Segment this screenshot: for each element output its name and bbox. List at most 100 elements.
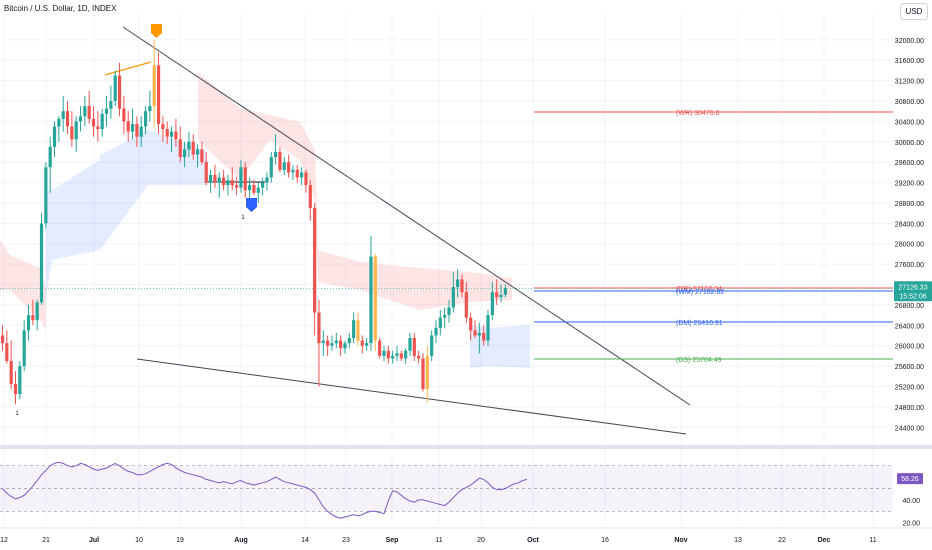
candle <box>135 116 139 147</box>
candle-body <box>70 126 74 140</box>
last-price-value: 27126.33 <box>898 284 927 291</box>
candle-body <box>434 327 438 336</box>
candle <box>321 330 325 356</box>
price-tick-label: 28400.00 <box>895 221 924 228</box>
candle-body <box>22 330 26 367</box>
candle <box>503 284 507 298</box>
candle <box>443 307 447 328</box>
price-tick-label: 30800.00 <box>895 99 924 106</box>
candle <box>360 335 364 354</box>
candle-body <box>477 332 481 336</box>
candle <box>156 52 161 135</box>
candle <box>391 350 395 364</box>
candle <box>217 172 221 198</box>
candle-body <box>0 335 5 344</box>
candle-body <box>87 106 91 119</box>
level-label: (DR) 27162.34 <box>676 286 722 293</box>
candle <box>96 111 100 142</box>
time-tick-label: 23 <box>342 537 350 544</box>
candle <box>417 350 421 364</box>
candle <box>482 325 486 346</box>
candle <box>104 95 109 127</box>
candle-body <box>313 208 317 313</box>
price-tick-label: 29600.00 <box>895 160 924 167</box>
price-tick-label: 30400.00 <box>895 119 924 126</box>
candle-body <box>443 315 447 318</box>
candle-body <box>269 157 273 178</box>
candle-body <box>482 332 486 341</box>
candle-body <box>278 151 282 170</box>
candle <box>300 167 304 186</box>
candle-body <box>343 343 347 349</box>
candle <box>326 335 330 356</box>
candle <box>334 332 338 349</box>
candle <box>343 340 347 354</box>
candle-body <box>243 167 247 191</box>
candle <box>256 182 260 203</box>
candle-body <box>356 320 360 341</box>
price-tick-label: 24400.00 <box>895 425 924 432</box>
candle <box>447 299 451 323</box>
candle-body <box>234 185 239 188</box>
candle-body <box>226 180 230 186</box>
currency-button[interactable]: USD <box>900 3 928 20</box>
candle-body <box>187 141 191 150</box>
rsi-line <box>2 461 528 519</box>
candle <box>87 90 91 124</box>
candle-body <box>395 353 399 356</box>
candle <box>78 106 83 132</box>
candle <box>434 320 438 344</box>
candle-body <box>221 177 226 186</box>
time-tick-label: Jul <box>89 537 99 544</box>
price-tick-label: 30000.00 <box>895 140 924 147</box>
candle-body <box>495 292 499 298</box>
candle-body <box>135 123 139 137</box>
candle <box>408 332 412 356</box>
price-tick-label: 32000.00 <box>895 38 924 45</box>
candle-body <box>456 279 460 288</box>
candle-body <box>9 360 13 384</box>
candle-body <box>217 177 221 183</box>
candle-body <box>143 111 148 127</box>
candle-body <box>122 108 126 122</box>
trend-line-lower <box>136 358 687 435</box>
candle-body <box>378 340 382 356</box>
candle <box>174 118 178 147</box>
candle <box>18 360 22 400</box>
candle-body <box>265 177 269 183</box>
candle-body <box>91 118 96 127</box>
candle <box>495 279 499 305</box>
rsi-value-badge <box>897 473 923 485</box>
level-label: (WM) 27102.82 <box>676 289 724 296</box>
candle-body <box>274 151 278 158</box>
cloud-red-left <box>0 240 46 330</box>
time-tick-label: 21 <box>42 537 50 544</box>
candle-body <box>113 75 117 102</box>
candle-body <box>317 312 321 344</box>
candle <box>83 95 87 127</box>
candle <box>469 312 473 341</box>
candle <box>451 271 455 313</box>
candle <box>382 345 386 361</box>
candle <box>421 353 425 392</box>
time-tick-label: 10 <box>135 537 143 544</box>
last-price-badge <box>894 281 932 302</box>
candle <box>143 106 148 135</box>
candle <box>200 141 204 165</box>
candle <box>247 177 252 198</box>
candle-body <box>486 315 490 341</box>
sell-signal-marker <box>151 24 162 38</box>
price-tick-label: 28800.00 <box>895 201 924 208</box>
price-tick-label: 31200.00 <box>895 79 924 86</box>
candle-body <box>347 338 351 344</box>
candle <box>0 325 5 351</box>
candle-body <box>282 162 286 170</box>
candle <box>373 253 377 351</box>
candle <box>213 164 217 188</box>
time-axis: 12 21 Jul 10 19 Aug 14 23 Sep 11 20 Oct 16 Nov 13 22 Dec… <box>0 527 932 544</box>
chart-title: Bitcoin / U.S. Dollar, 1D, INDEX <box>4 4 117 13</box>
price-tick-label: 28000.00 <box>895 242 924 249</box>
signal-label: 1 <box>15 411 19 417</box>
candle <box>365 338 369 351</box>
